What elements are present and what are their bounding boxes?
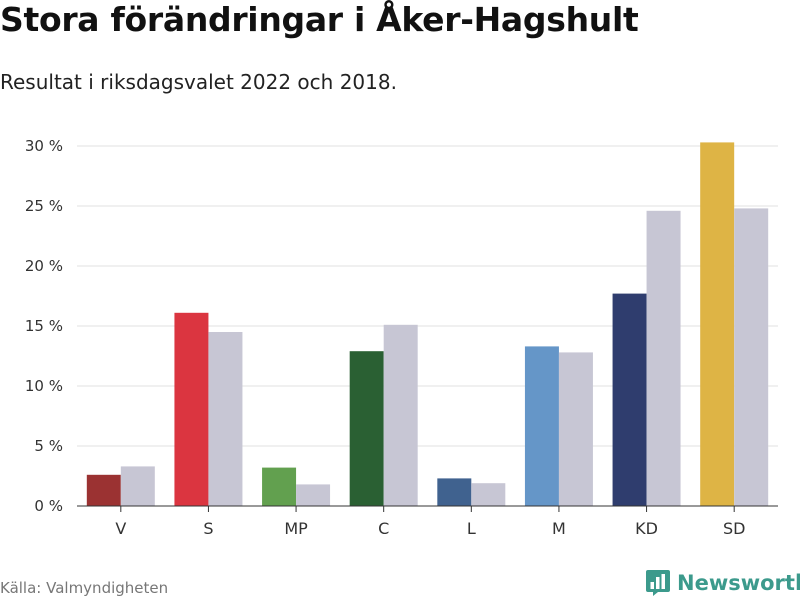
bar-l-2022 (437, 478, 472, 506)
x-axis-ticks: V S MP C L M KD SD (115, 506, 745, 538)
y-tick-label: 30 % (25, 137, 63, 155)
chart-subtitle: Resultat i riksdagsvalet 2022 och 2018. (0, 70, 397, 94)
bar-chart-icon (646, 570, 670, 596)
bar-m-2022 (524, 346, 559, 506)
bar-kd-2022 (612, 293, 647, 506)
bars (86, 142, 769, 507)
y-tick-label: 0 % (34, 497, 63, 515)
y-tick-label: 15 % (25, 317, 63, 335)
x-tick-label: V (115, 519, 126, 538)
y-tick-label: 25 % (25, 197, 63, 215)
bar-v-2022 (86, 474, 121, 506)
y-tick-label: 10 % (25, 377, 63, 395)
y-tick-label: 20 % (25, 257, 63, 275)
x-tick-label: SD (723, 519, 745, 538)
bar-kd-2018 (646, 210, 681, 507)
x-tick-label: L (467, 519, 476, 538)
x-tick-label: S (203, 519, 213, 538)
x-tick-label: M (552, 519, 566, 538)
bar-sd-2018 (734, 208, 769, 506)
source-note: Källa: Valmyndigheten (0, 579, 169, 597)
y-tick-label: 5 % (34, 437, 63, 455)
bar-m-2018 (558, 352, 593, 506)
bar-c-2022 (349, 351, 384, 506)
brand-logo[interactable]: Newsworthy (645, 569, 800, 597)
x-tick-label: C (378, 519, 389, 538)
brand-name: Newsworthy (677, 571, 800, 595)
bar-mp-2022 (262, 467, 297, 506)
chart-title: Stora förändringar i Åker-Hagshult (0, 0, 639, 39)
bar-s-2018 (208, 332, 243, 506)
bar-mp-2018 (296, 484, 331, 506)
bar-s-2022 (174, 312, 209, 506)
bar-sd-2022 (700, 142, 735, 506)
bar-l-2018 (471, 483, 506, 506)
y-axis-ticks: 0 % 5 % 10 % 15 % 20 % 25 % 30 % (25, 137, 63, 515)
x-tick-label: KD (635, 519, 658, 538)
x-tick-label: MP (284, 519, 308, 538)
bar-c-2018 (383, 324, 418, 506)
bar-v-2018 (120, 466, 155, 506)
